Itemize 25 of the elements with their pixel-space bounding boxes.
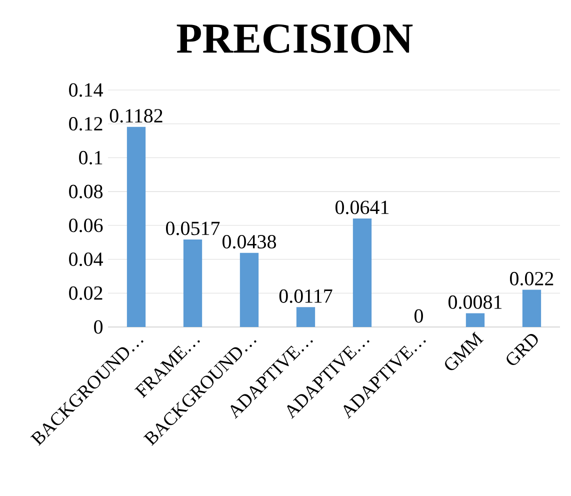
bar xyxy=(240,252,259,327)
data-label: 0.1182 xyxy=(110,109,162,123)
data-label: 0.022 xyxy=(510,272,554,286)
y-tick-label: 0.12 xyxy=(69,117,102,131)
bar xyxy=(352,218,372,327)
chart-title: PRECISION xyxy=(176,24,413,53)
data-label: 0.0438 xyxy=(222,234,276,249)
y-tick-label: 0 xyxy=(94,320,103,334)
data-label: 0.0517 xyxy=(166,222,220,236)
y-tick-label: 0.14 xyxy=(69,83,103,97)
bar xyxy=(466,313,485,327)
bar xyxy=(183,239,202,327)
data-label: 0.0081 xyxy=(448,295,502,310)
data-label: 0 xyxy=(414,309,423,323)
y-tick-label: 0.08 xyxy=(69,184,103,198)
y-tick-label: 0.02 xyxy=(69,286,102,300)
bar xyxy=(126,126,146,327)
x-tick-label: GRD xyxy=(506,334,538,366)
bar xyxy=(522,290,542,327)
y-tick-label: 0.1 xyxy=(79,150,102,165)
data-label: 0.0641 xyxy=(335,200,389,214)
y-tick-label: 0.06 xyxy=(69,218,103,232)
y-tick-label: 0.04 xyxy=(69,252,103,266)
bar xyxy=(296,307,316,327)
data-label: 0.0117 xyxy=(279,289,332,303)
